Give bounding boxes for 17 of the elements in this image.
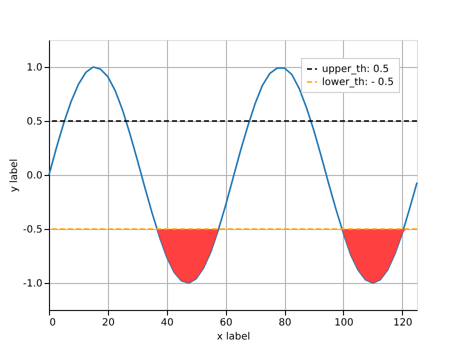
y-tick-label: -0.5 bbox=[22, 224, 42, 236]
x-tick-label: 20 bbox=[102, 318, 115, 328]
legend-label: upper_th: 0.5 bbox=[322, 64, 390, 75]
y-axis-title: y label bbox=[8, 158, 20, 192]
y-tick-label: 0.0 bbox=[26, 170, 42, 182]
x-tick-label: 0 bbox=[50, 318, 56, 328]
line-series bbox=[48, 66, 418, 284]
x-tick-label: 100 bbox=[334, 318, 354, 328]
y-tick-label: 0.5 bbox=[26, 116, 42, 128]
y-tick-label: 1.0 bbox=[26, 62, 42, 74]
x-tick-label: 60 bbox=[220, 318, 233, 328]
x-axis-title: x label bbox=[216, 332, 250, 342]
x-tick-label: 40 bbox=[160, 318, 174, 328]
x-tick-label: 120 bbox=[393, 318, 412, 328]
y-tick-label: -1.0 bbox=[22, 278, 42, 290]
x-tick-label: 80 bbox=[278, 318, 292, 328]
legend-label: lower_th: - 0.5 bbox=[322, 77, 394, 88]
